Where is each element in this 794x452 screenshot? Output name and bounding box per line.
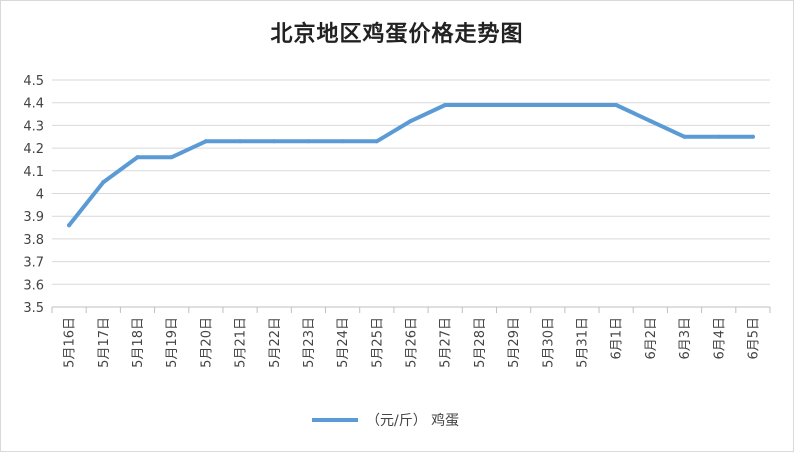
data-point [135, 155, 140, 160]
data-point [614, 102, 619, 107]
data-point [169, 155, 174, 160]
x-tick-label: 5月23日 [302, 317, 317, 368]
x-tick-label: 5月19日 [165, 317, 180, 368]
legend-label: （元/斤） 鸡蛋 [366, 413, 460, 429]
data-point [716, 134, 721, 139]
x-tick-label: 5月26日 [405, 317, 420, 368]
data-point [511, 102, 516, 107]
x-tick-label: 5月20日 [199, 317, 214, 368]
x-tick-label: 5月31日 [576, 317, 591, 368]
y-tick-label: 4.2 [23, 142, 44, 157]
y-tick-label: 3.9 [23, 210, 44, 225]
data-point [67, 223, 72, 228]
data-point [203, 139, 208, 144]
x-tick-label: 6月2日 [644, 317, 659, 360]
y-tick-label: 4.3 [23, 119, 44, 134]
y-tick-label: 4.1 [23, 165, 44, 180]
data-point [306, 139, 311, 144]
data-point [443, 102, 448, 107]
data-point [750, 134, 755, 139]
data-point [409, 118, 413, 123]
y-tick-label: 4.5 [23, 74, 44, 89]
legend-line-marker [312, 418, 358, 422]
series-line [67, 103, 755, 228]
x-tick-label: 5月29日 [507, 317, 522, 368]
x-tick-label: 6月4日 [712, 317, 727, 360]
y-tick-label: 3.5 [23, 301, 44, 316]
x-tick-label: 6月5日 [746, 317, 761, 360]
x-tick-label: 5月30日 [541, 317, 556, 368]
data-point [374, 139, 379, 144]
y-tick-label: 3.7 [23, 256, 44, 271]
data-point [682, 134, 687, 139]
x-tick-label: 5月25日 [370, 317, 385, 368]
x-tick-label: 5月22日 [268, 317, 283, 368]
x-tick-label: 5月17日 [97, 317, 112, 368]
data-point [648, 118, 653, 123]
x-tick-label: 6月3日 [678, 317, 693, 360]
data-point [477, 102, 482, 107]
data-point [238, 139, 243, 144]
y-tick-label: 4 [36, 188, 44, 203]
data-point [340, 139, 345, 144]
data-point [272, 139, 277, 144]
data-point [545, 102, 550, 107]
chart-title: 北京地区鸡蛋价格走势图 [270, 22, 524, 47]
data-point [579, 102, 584, 107]
data-point [101, 180, 106, 185]
x-tick-label: 5月24日 [336, 317, 351, 368]
x-tick-label: 5月28日 [473, 317, 488, 368]
x-tick-label: 5月27日 [439, 317, 454, 368]
x-tick-label: 5月21日 [234, 317, 249, 368]
y-tick-label: 4.4 [23, 97, 44, 112]
x-tick-label: 5月18日 [131, 317, 146, 368]
x-tick-label: 6月1日 [610, 317, 625, 360]
y-tick-label: 3.8 [23, 233, 44, 248]
x-tick-label: 5月16日 [63, 317, 78, 368]
y-tick-label: 3.6 [23, 278, 44, 293]
legend: （元/斤） 鸡蛋 [312, 408, 459, 432]
